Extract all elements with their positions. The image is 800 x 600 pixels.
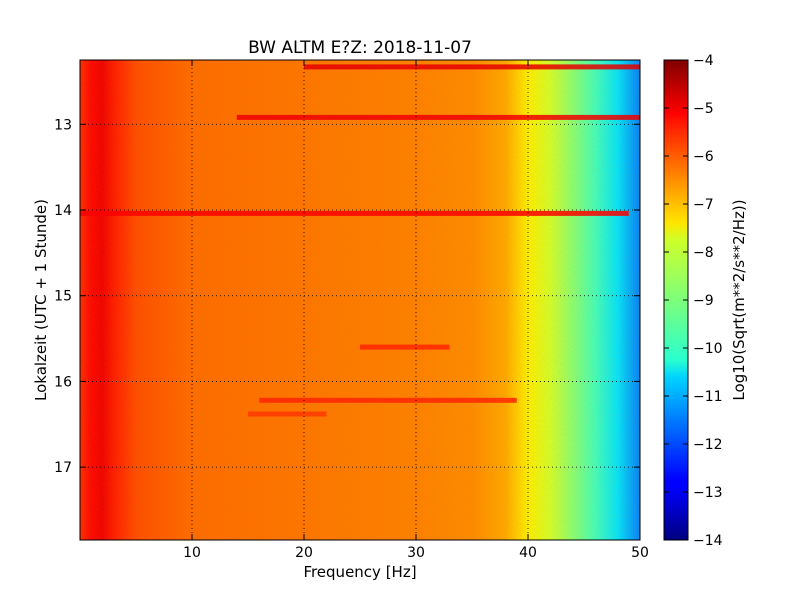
colorbar-label: Log10(Sqrt(m**2/s**2/Hz))	[730, 199, 748, 400]
colorbar-tick-label: −9	[693, 293, 714, 309]
x-tick-label: 40	[519, 545, 537, 561]
colorbar-tick-label: −13	[693, 485, 723, 501]
spectrogram-heatmap	[80, 60, 640, 540]
colorbar-tick-label: −14	[693, 533, 723, 549]
y-tick-label: 13	[54, 117, 72, 133]
grid-lines	[80, 60, 640, 540]
plot-frame	[79, 59, 641, 541]
x-tick-label: 20	[295, 545, 313, 561]
y-axis-label: Lokalzeit (UTC + 1 Stunde)	[32, 199, 50, 401]
y-tick-label: 16	[54, 374, 72, 390]
spectrogram-band	[259, 397, 517, 403]
colorbar-tick-label: −12	[693, 437, 723, 453]
colorbar-tick-label: −7	[693, 197, 714, 213]
colorbar-tick-label: −5	[693, 101, 714, 117]
y-tick-label: 17	[54, 460, 72, 476]
spectrogram-band	[360, 344, 450, 350]
spectrogram-texture	[80, 60, 640, 540]
y-tick-label: 14	[54, 203, 72, 219]
colorbar-tick-label: −11	[693, 389, 723, 405]
colorbar-tick-label: −4	[693, 53, 714, 69]
spectrogram-band	[248, 411, 327, 417]
x-tick-label: 10	[183, 545, 201, 561]
colorbar-tick-label: −8	[693, 245, 714, 261]
x-axis: 10 20 30 40 50	[183, 60, 649, 561]
spectrogram-band	[80, 210, 629, 216]
spectrogram-band	[236, 114, 640, 120]
x-tick-label: 30	[407, 545, 425, 561]
spectrogram-band	[304, 64, 640, 70]
colorbar-tick-label: −10	[693, 341, 723, 357]
colorbar-ticks: −4 −5 −6 −7 −8 −9 −10 −11 −12 −13 −14	[664, 53, 723, 549]
chart-title: BW ALTM E?Z: 2018-11-07	[248, 38, 472, 58]
y-axis: 13 14 15 16 17	[54, 117, 640, 476]
x-axis-label: Frequency [Hz]	[303, 563, 416, 581]
colorbar-tick-label: −6	[693, 149, 714, 165]
y-tick-label: 15	[54, 289, 72, 305]
x-tick-label: 50	[631, 545, 649, 561]
